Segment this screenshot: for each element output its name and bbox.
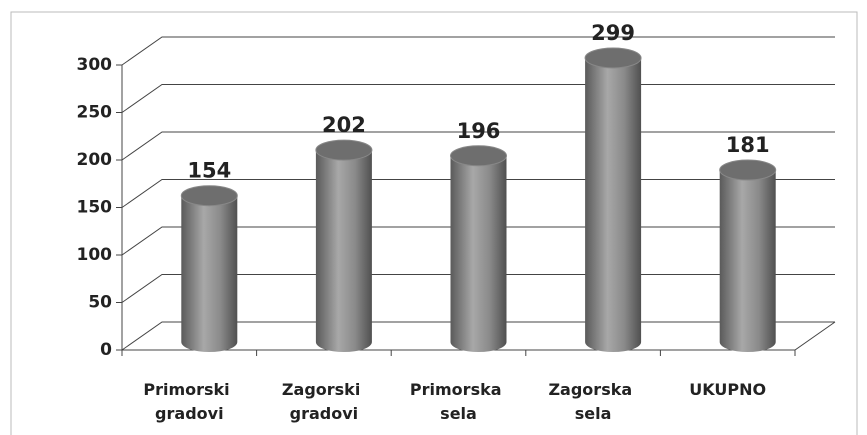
value-label: 202	[322, 113, 366, 137]
value-label: 181	[726, 133, 770, 157]
cylinder-body	[315, 150, 372, 352]
y-tick-label: 0	[100, 340, 112, 360]
x-tick-label: Primorski gradovi	[143, 380, 235, 423]
value-label: 299	[591, 21, 635, 45]
bar	[315, 139, 373, 352]
grid-line	[121, 36, 835, 66]
bar	[719, 159, 777, 352]
x-tick-label: Primorska sela	[410, 380, 507, 423]
value-label: 196	[457, 119, 501, 143]
cylinder-top	[315, 139, 373, 161]
y-tick-label: 250	[77, 103, 113, 123]
x-tick-label: UKUPNO	[689, 380, 766, 399]
chart-frame	[10, 11, 858, 435]
cylinder-top	[180, 185, 238, 207]
y-tick-label: 300	[77, 55, 113, 75]
bar	[450, 145, 507, 352]
cylinder-body	[181, 195, 238, 352]
bar	[180, 185, 238, 352]
cylinder-body	[450, 155, 507, 352]
x-tick-label: Zagorski gradovi	[282, 380, 366, 423]
cylinder-top	[584, 47, 642, 69]
y-tick-label: 150	[77, 198, 113, 218]
cylinder-top	[450, 145, 507, 167]
y-tick-label: 100	[77, 245, 113, 265]
x-tick-label: Zagorska sela	[548, 380, 637, 423]
cylinder-top	[719, 159, 777, 181]
cylinder-body	[585, 57, 642, 352]
y-tick-label: 50	[88, 293, 112, 313]
bar	[584, 47, 642, 352]
cylinder-body	[719, 170, 776, 352]
value-label: 154	[187, 159, 231, 183]
y-tick-label: 200	[77, 150, 113, 170]
